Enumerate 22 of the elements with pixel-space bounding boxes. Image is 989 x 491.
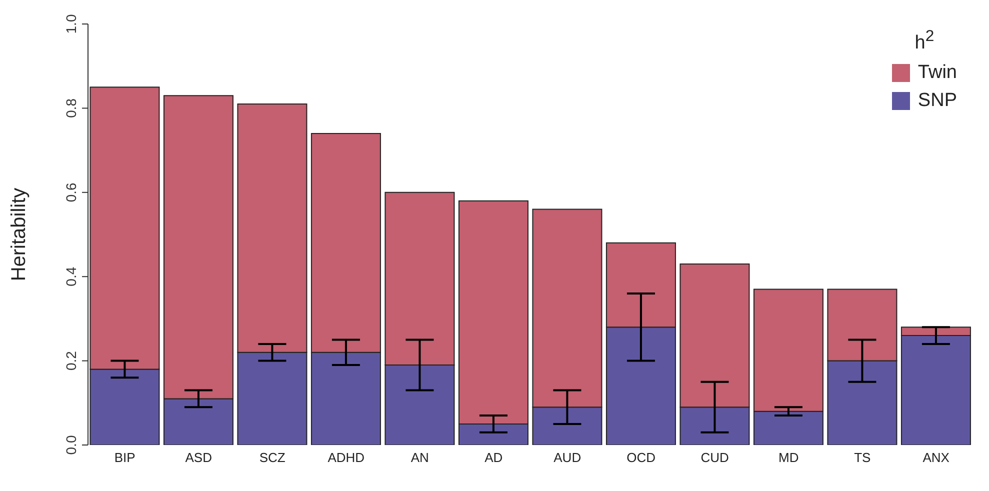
legend-label: Twin: [918, 62, 957, 84]
x-tick-label: TS: [854, 450, 872, 466]
y-tick-label: 1.0: [63, 14, 79, 34]
y-tick-label: 0.6: [63, 182, 79, 202]
x-tick-label: OCD: [626, 450, 656, 466]
y-tick-label: 0.4: [63, 266, 79, 286]
legend-title: h$^{2}$: [914, 28, 936, 54]
x-tick-label: BIP: [114, 450, 136, 466]
x-tick-label: ADHD: [328, 450, 365, 466]
x-tick-label: SCZ: [259, 450, 286, 466]
legend-label: SNP: [918, 90, 957, 112]
x-tick-label: AUD: [554, 450, 582, 466]
x-tick-label: AD: [484, 450, 503, 466]
y-tick-label: 0.0: [63, 435, 79, 455]
x-tick-label: MD: [778, 450, 799, 466]
x-tick-label: AN: [410, 450, 429, 466]
y-tick-label: 0.8: [63, 98, 79, 118]
x-tick-label: CUD: [700, 450, 729, 466]
y-tick-label: 0.2: [63, 350, 79, 371]
x-tick-label: ANX: [922, 450, 950, 466]
y-axis-title: Heritability: [8, 188, 30, 282]
x-tick-label: ASD: [185, 450, 212, 466]
